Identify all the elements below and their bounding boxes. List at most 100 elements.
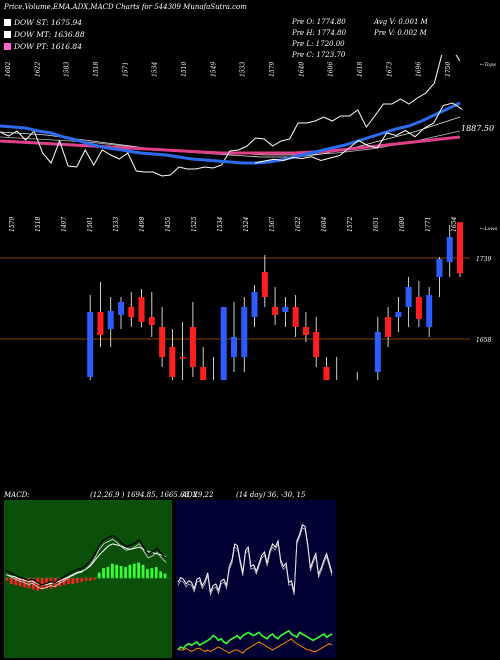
lows-tick-label: 1579 (9, 217, 16, 232)
candles (87, 222, 463, 380)
dow-pt-label: DOW PT: 1616.84 (14, 42, 82, 51)
candle-body (97, 312, 104, 335)
adx-background (176, 500, 336, 658)
macd-histogram-bar (154, 567, 158, 579)
macd-line (5, 534, 167, 586)
adx-label: ADX (182, 491, 198, 499)
tops-tick-label: 1571 (122, 62, 129, 77)
dow-mt-label: DOW MT: 1636.88 (14, 30, 85, 39)
lows-tick-label: 1654 (451, 217, 458, 232)
price-label: 1887.50 (461, 124, 494, 133)
tops-tick-label: 1518 (93, 62, 100, 77)
close-line (0, 55, 461, 177)
candle-body (107, 311, 114, 329)
gridline-label: 1658 (476, 337, 491, 344)
candle-body (251, 292, 258, 317)
candle-body (200, 367, 207, 380)
candle-body (385, 317, 392, 337)
lows-tick-label: 1533 (113, 217, 120, 232)
candle-body (446, 237, 453, 262)
adx-line (177, 638, 333, 654)
candle-body (138, 297, 145, 322)
candle-body (87, 312, 94, 377)
macd-values: (12,26,9 ) 1694.85, 1665.63, 29.22 (90, 491, 214, 499)
ema-lines (0, 55, 463, 177)
candle-body (323, 367, 330, 380)
macd-label: MACD: (4, 491, 30, 499)
macd-histogram-bar (80, 578, 84, 582)
dow-mt-swatch (4, 31, 11, 38)
lows-tick-label: 1622 (295, 217, 302, 232)
lows-tick-label: 1771 (425, 217, 432, 232)
pre-high: Pre H: 1774.80 (292, 29, 347, 37)
macd-histogram-bar (102, 568, 105, 579)
macd-histogram-bar (88, 578, 92, 581)
dow-pt-legend: DOW PT: 1616.84 (4, 42, 82, 51)
candle-body (179, 357, 186, 359)
lows-tick-label: 1518 (35, 217, 42, 232)
pre-volume: Pre V: 0.002 M (374, 29, 427, 37)
candle-body (272, 307, 279, 315)
tops-tick-label: 1750 (445, 62, 452, 77)
lows-tick-label: 1525 (191, 217, 198, 232)
tops-tick-label: 1618 (357, 62, 364, 77)
candle-body (395, 312, 402, 317)
tops-tick-label: 1606 (328, 62, 335, 77)
lows-tick-label: 1534 (217, 217, 224, 232)
lows-tick-label: 1497 (61, 217, 68, 232)
lows-tick-label: 1604 (321, 217, 328, 232)
lows-tick-label: 1680 (399, 217, 406, 232)
macd-histogram-bar (18, 578, 22, 587)
macd-histogram-bar (97, 572, 101, 579)
pre-close: Pre C: 1723.70 (292, 51, 346, 59)
price-overlay-line (254, 102, 463, 164)
tops-tick-labels: 1602 1622 1583 1518 1571 1534 1510 1549 1533 1579… (5, 62, 452, 77)
macd-histogram-bar (141, 564, 145, 579)
pre-open: Pre O: 1774.80 (292, 18, 346, 26)
dow-pt-swatch (4, 43, 11, 50)
candle-body (415, 297, 422, 319)
macd-histogram-bar (159, 571, 163, 579)
candle-body (313, 332, 320, 357)
macd-panel (4, 500, 172, 658)
tops-tick-label: 1622 (34, 62, 41, 77)
adx-panel (176, 500, 336, 658)
macd-histogram-bar (40, 578, 44, 590)
candle-body (159, 327, 166, 357)
macd-histogram-bar (36, 578, 40, 591)
tops-tick-label: 1533 (240, 62, 247, 77)
lows-tick-label: 1572 (347, 217, 354, 232)
macd-histogram-bar (119, 565, 123, 579)
tops-tick-label: 1549 (210, 62, 217, 77)
macd-histogram-bar (124, 567, 127, 579)
macd-histogram-bar (71, 578, 75, 584)
tops-label: ←Tops (480, 62, 496, 68)
macd-histogram-bar (27, 578, 31, 589)
macd-histogram-bar (128, 564, 132, 579)
macd-histogram-bar (9, 578, 13, 584)
candle-body (282, 307, 289, 312)
candle-body (292, 307, 299, 327)
gridline-label: 1739 (476, 256, 491, 263)
lows-label: ←Lows (480, 226, 498, 232)
candle-body (241, 307, 248, 357)
candle-body (118, 302, 124, 315)
adx-plus-di-shadow (177, 527, 333, 597)
lows-tick-label: 1567 (269, 217, 276, 232)
macd-histogram-bar (58, 578, 62, 587)
macd-histogram-bar (110, 563, 114, 579)
macd-histogram-bar (14, 578, 18, 586)
tops-tick-label: 1602 (5, 62, 12, 77)
candle-body (457, 222, 463, 274)
macd-histogram-bar (132, 563, 136, 579)
candle-body (426, 295, 433, 327)
adx-plus-di-line (177, 524, 333, 594)
lows-tick-label: 1501 (87, 217, 94, 232)
tops-tick-label: 1534 (152, 62, 159, 77)
macd-histogram-bar (115, 564, 119, 579)
macd-histogram-bar (163, 573, 167, 579)
candle-body (231, 337, 237, 357)
tops-tick-label: 1696 (416, 62, 423, 77)
lows-tick-label: 1524 (243, 217, 250, 232)
macd-histogram-bar (93, 578, 97, 580)
